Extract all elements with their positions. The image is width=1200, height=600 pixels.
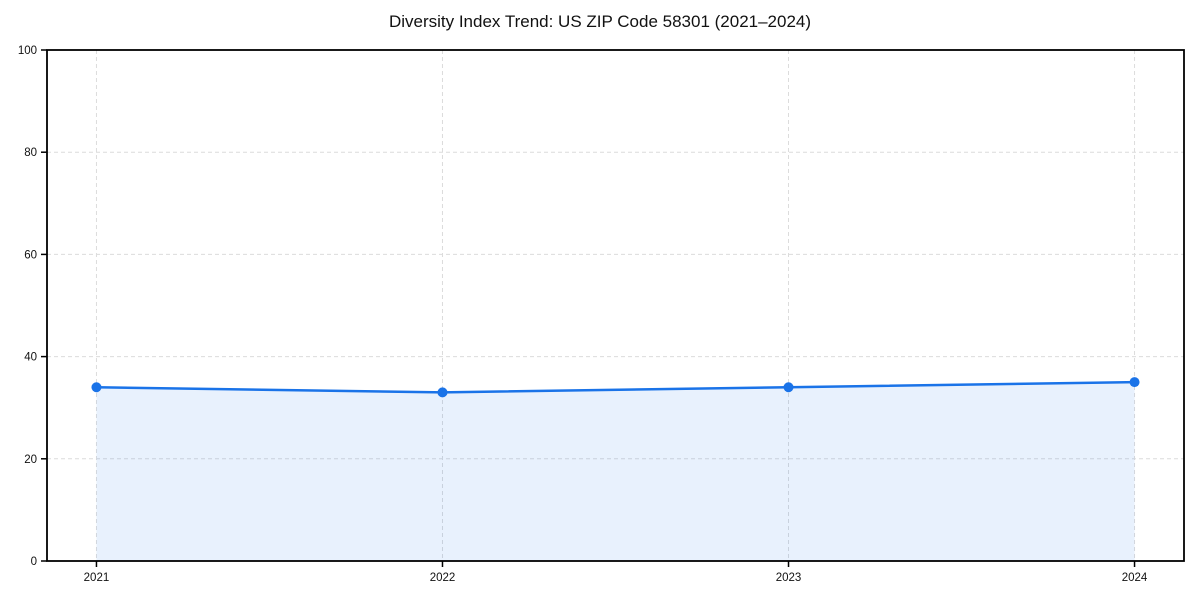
data-point-2024[interactable]: [1129, 377, 1140, 388]
trend-line: [95, 380, 1136, 394]
x-tick-label: 2023: [776, 572, 802, 584]
x-tick-label: 2022: [430, 572, 456, 584]
x-tick-label: 2024: [1122, 572, 1148, 584]
axes-frame: [46, 49, 1185, 562]
y-tick-label: 80: [24, 147, 37, 159]
y-tick-label: 0: [31, 556, 37, 568]
y-tick-label: 20: [24, 454, 37, 466]
data-point-2021[interactable]: [91, 382, 102, 393]
y-tick-label: 100: [18, 45, 37, 57]
area-fill: [96, 382, 1135, 561]
y-tick-label: 60: [24, 249, 37, 261]
data-point-2023[interactable]: [783, 382, 794, 393]
data-point-2022[interactable]: [437, 387, 448, 398]
y-tick-label: 40: [24, 352, 37, 364]
chart-title: Diversity Index Trend: US ZIP Code 58301…: [388, 12, 812, 31]
x-tick-label: 2021: [84, 572, 110, 584]
